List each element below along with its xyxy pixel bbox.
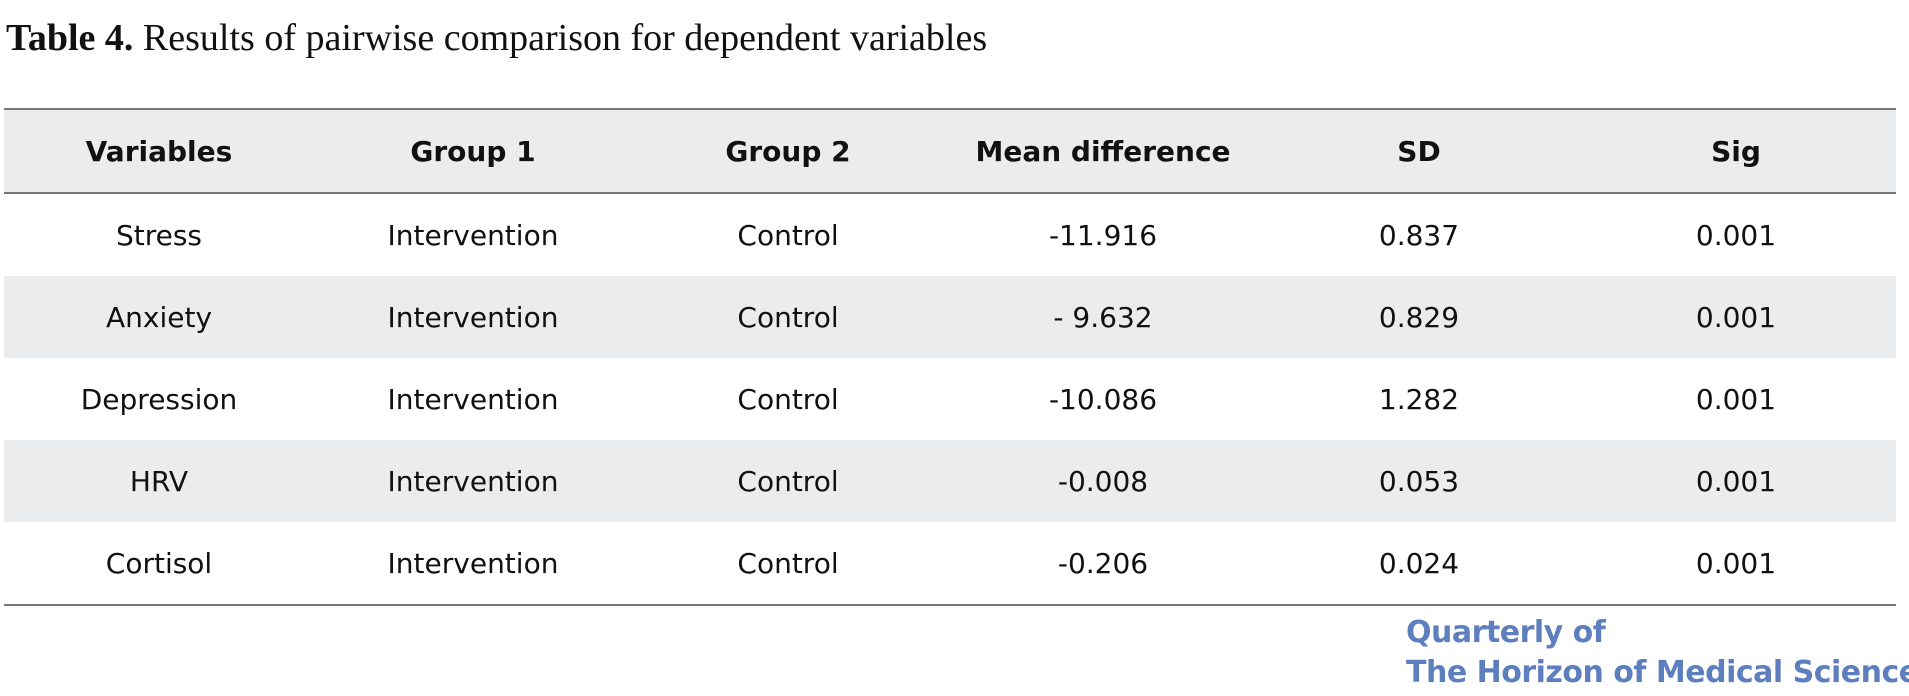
cell-sig: 0.001	[1695, 464, 1777, 498]
table-body: Stress Intervention Control -11.916 0.83…	[4, 193, 1896, 605]
cell-variable: HRV	[129, 464, 189, 498]
results-table-container: Variables Group 1 Group 2 Mean differenc…	[4, 108, 1896, 606]
results-table: Variables Group 1 Group 2 Mean differenc…	[4, 108, 1896, 606]
header-row: Variables Group 1 Group 2 Mean differenc…	[4, 109, 1896, 193]
cell-sig: 0.001	[1695, 218, 1777, 252]
table-caption-text: Results of pairwise comparison for depen…	[133, 17, 988, 59]
table-row: Anxiety Intervention Control - 9.632 0.8…	[4, 276, 1896, 358]
header-variables: Variables	[85, 134, 233, 168]
cell-sd: 0.837	[1378, 218, 1460, 252]
cell-sig: 0.001	[1695, 300, 1777, 334]
cell-sd: 1.282	[1378, 382, 1460, 416]
cell-variable: Cortisol	[105, 546, 213, 580]
cell-mean-difference: -10.086	[1048, 382, 1158, 416]
journal-logo: Quarterly of The Horizon of Medical Scie…	[1406, 613, 1909, 693]
cell-mean-difference: -11.916	[1048, 218, 1158, 252]
cell-group-1: Intervention	[387, 464, 559, 498]
cell-sd: 0.024	[1378, 546, 1460, 580]
cell-sd: 0.829	[1378, 300, 1460, 334]
cell-group-2: Control	[737, 300, 839, 334]
cell-mean-difference: - 9.632	[1053, 300, 1153, 334]
cell-mean-difference: -0.008	[1057, 464, 1149, 498]
table-row: HRV Intervention Control -0.008 0.053 0.…	[4, 440, 1896, 522]
cell-sd: 0.053	[1378, 464, 1460, 498]
cell-group-2: Control	[737, 382, 839, 416]
cell-variable: Depression	[80, 382, 238, 416]
table-caption-label: Table 4.	[6, 17, 134, 59]
cell-sig: 0.001	[1695, 546, 1777, 580]
cell-group-1: Intervention	[387, 546, 559, 580]
table-header: Variables Group 1 Group 2 Mean differenc…	[4, 109, 1896, 193]
table-row: Cortisol Intervention Control -0.206 0.0…	[4, 522, 1896, 605]
cell-group-2: Control	[737, 218, 839, 252]
cell-variable: Anxiety	[105, 300, 213, 334]
header-group-2: Group 2	[725, 134, 851, 168]
cell-mean-difference: -0.206	[1057, 546, 1149, 580]
header-mean-difference: Mean difference	[975, 134, 1231, 168]
cell-variable: Stress	[115, 218, 203, 252]
table-row: Depression Intervention Control -10.086 …	[4, 358, 1896, 440]
header-group-1: Group 1	[410, 134, 536, 168]
header-sig: Sig	[1711, 134, 1761, 168]
cell-sig: 0.001	[1695, 382, 1777, 416]
cell-group-1: Intervention	[387, 300, 559, 334]
cell-group-1: Intervention	[387, 218, 559, 252]
table-row: Stress Intervention Control -11.916 0.83…	[4, 193, 1896, 276]
table-caption: Table 4. Results of pairwise comparison …	[6, 14, 987, 62]
cell-group-2: Control	[737, 546, 839, 580]
cell-group-1: Intervention	[387, 382, 559, 416]
cell-group-2: Control	[737, 464, 839, 498]
journal-logo-line-2: The Horizon of Medical Sciences	[1406, 655, 1909, 690]
header-sd: SD	[1397, 134, 1441, 168]
journal-logo-line-1: Quarterly of	[1406, 615, 1606, 650]
